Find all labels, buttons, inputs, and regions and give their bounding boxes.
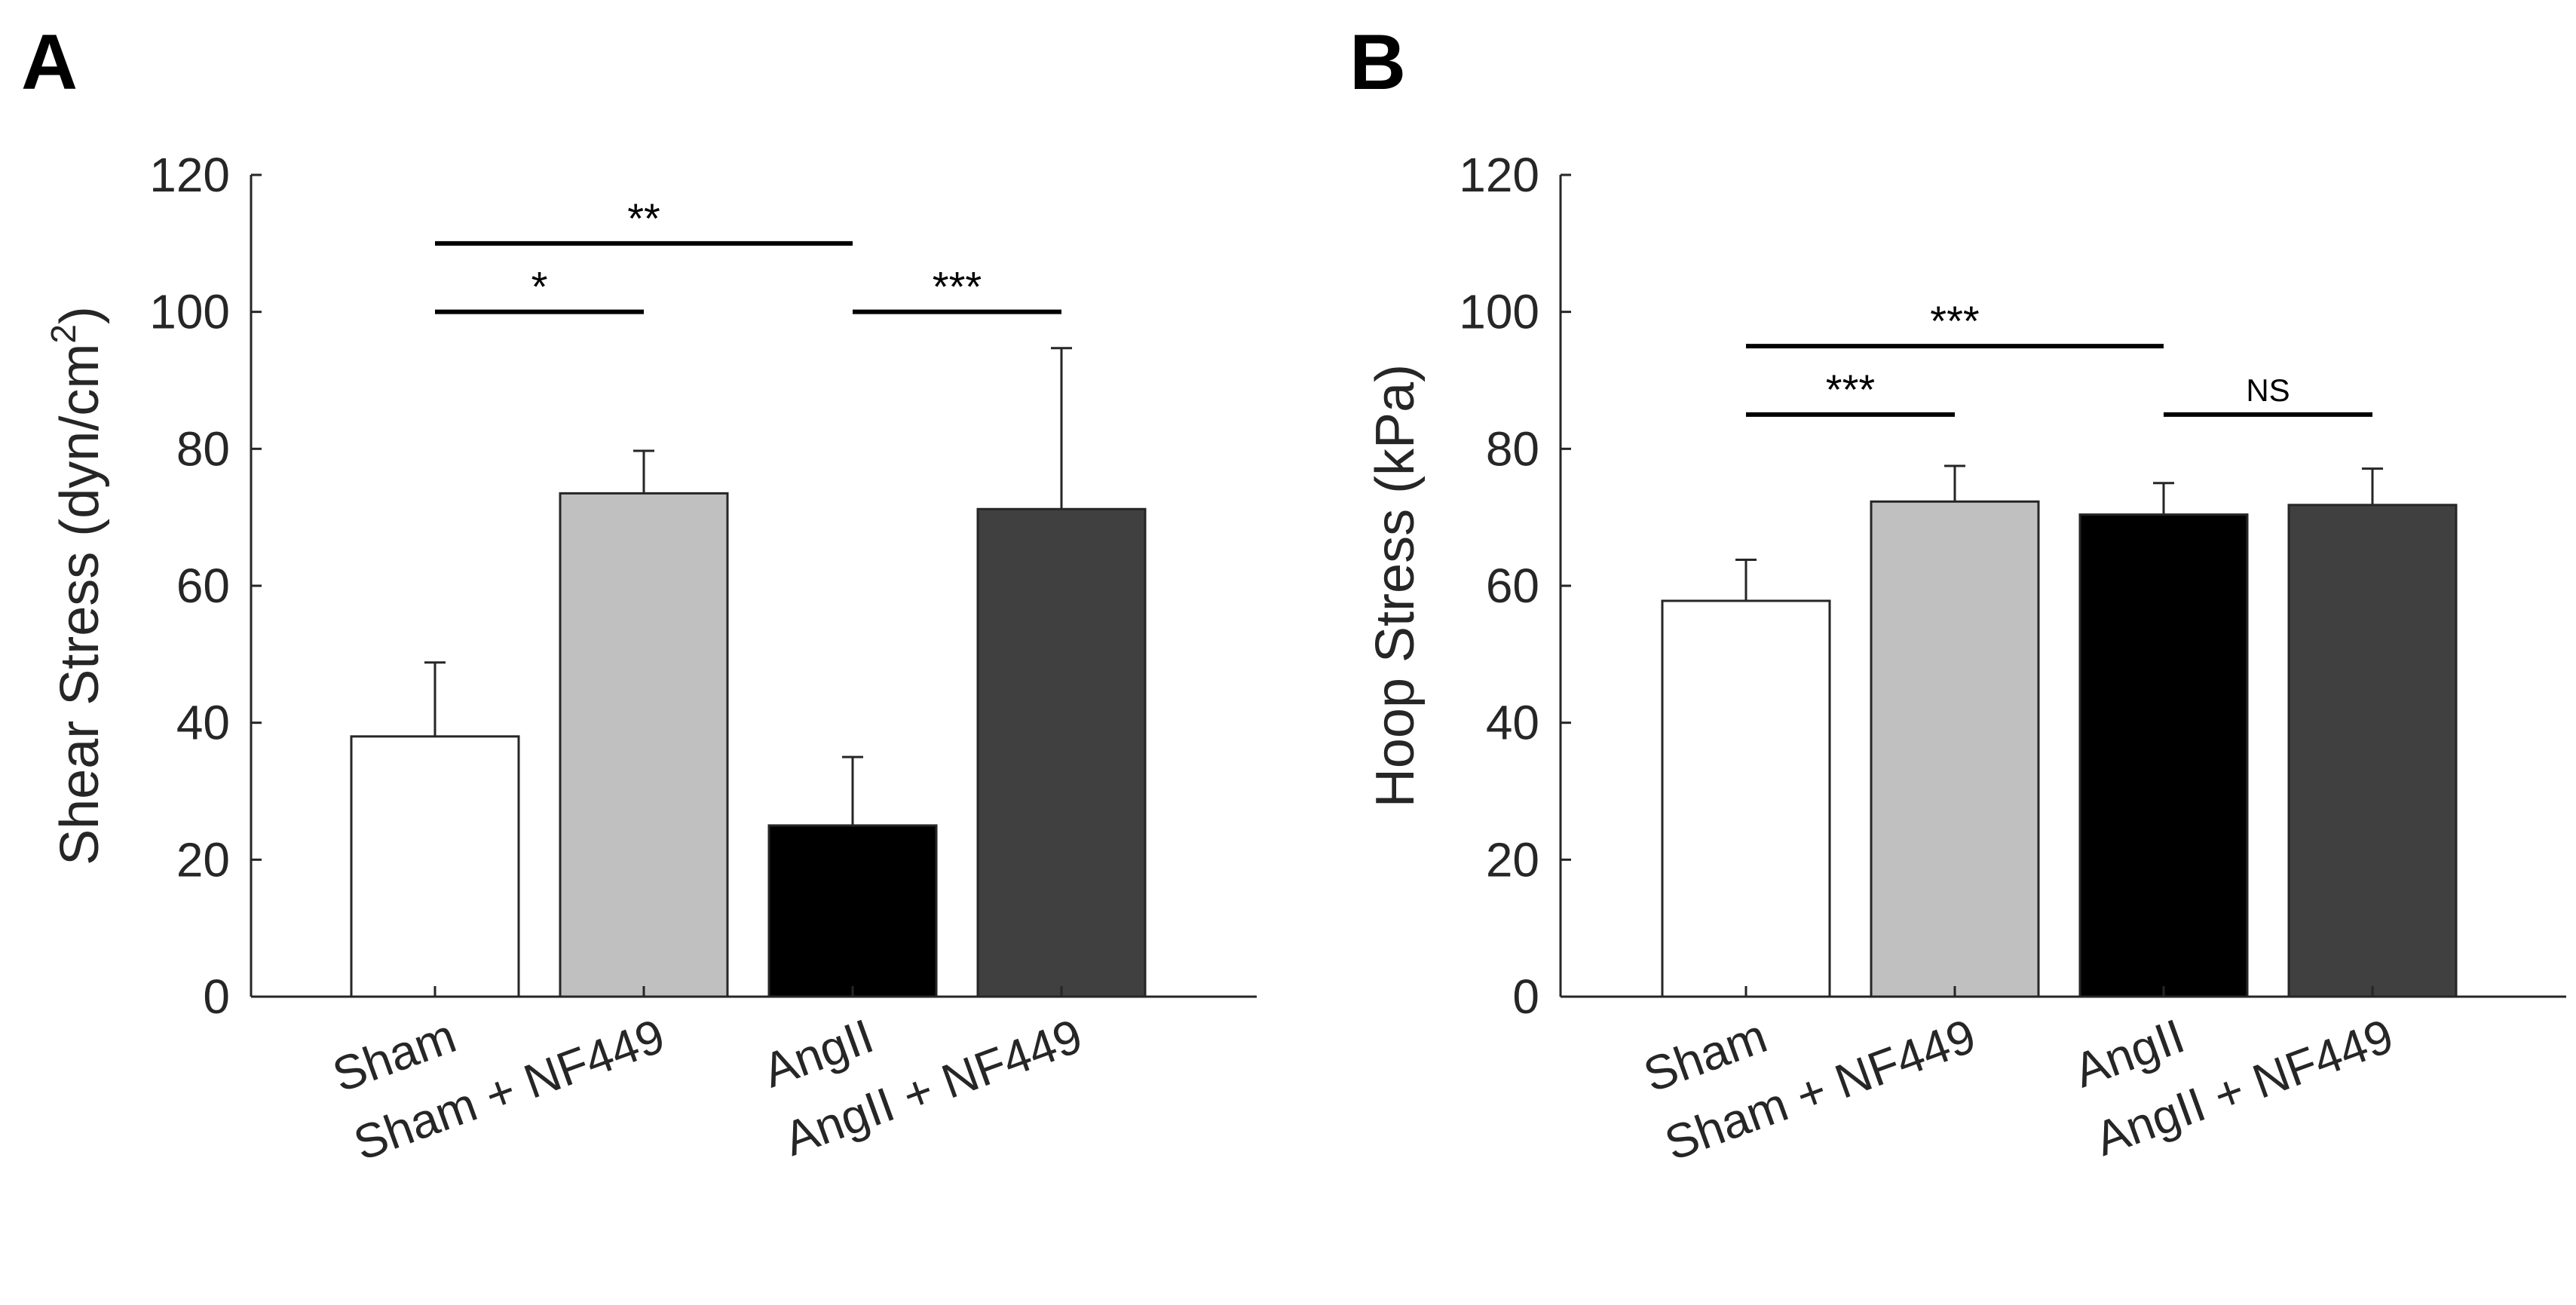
significance-label: *** [1930, 297, 1979, 345]
y-tick-label: 120 [1459, 148, 1539, 202]
y-tick-label: 60 [1486, 559, 1539, 613]
bar-sham [1661, 599, 1831, 998]
panel-label: A [21, 19, 78, 106]
significance-label: ** [627, 195, 660, 242]
y-tick-label: 20 [176, 832, 230, 887]
bar-sham-nf449 [559, 492, 729, 998]
y-tick-label: 40 [176, 696, 230, 750]
y-axis-title: Hoop Stress (kPa) [1365, 364, 1426, 807]
y-tick-label: 20 [1486, 832, 1539, 887]
y-tick-label: 100 [1459, 285, 1539, 339]
significance-label: NS [2246, 372, 2290, 408]
bar-angii-nf449 [2287, 504, 2458, 998]
y-tick-label: 120 [149, 148, 230, 202]
y-tick-label: 80 [1486, 421, 1539, 476]
bar-angii-nf449 [976, 507, 1147, 998]
bar-angii [2078, 513, 2249, 998]
panel-a: A 0 20 40 60 80 100 120 Shear Stress (dyn/cm2)Sh… [21, 19, 1257, 1171]
y-tick-label: 100 [149, 285, 230, 339]
y-axis-title-superscript: 2 [44, 324, 83, 344]
y-tick-label: 0 [1512, 970, 1539, 1024]
y-tick-label: 80 [176, 421, 230, 476]
significance-label: *** [1826, 366, 1875, 413]
bar-angii [767, 824, 938, 998]
y-axis-title-main: Shear Stress (dyn/cm [50, 344, 110, 865]
bar-sham [350, 735, 520, 998]
panel-label: B [1349, 19, 1406, 106]
bar-sham-nf449 [1870, 500, 2040, 998]
y-tick-label: 0 [203, 970, 230, 1024]
y-tick-label: 40 [1486, 696, 1539, 750]
y-tick-label: 60 [176, 559, 230, 613]
y-axis-title-suffix: ) [50, 306, 110, 324]
y-axis-title-main: Hoop Stress (kPa) [1365, 364, 1426, 807]
significance-label: * [531, 263, 548, 311]
y-axis-title: Shear Stress (dyn/cm2) [44, 306, 110, 865]
significance-label: *** [933, 263, 982, 311]
